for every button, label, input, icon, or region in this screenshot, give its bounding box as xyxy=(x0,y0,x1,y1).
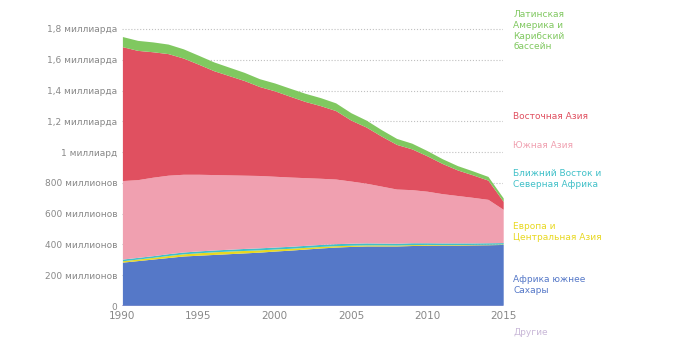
Text: Латинская
Америка и
Карибский
бассейн: Латинская Америка и Карибский бассейн xyxy=(513,10,564,51)
Text: Южная Азия: Южная Азия xyxy=(513,141,573,150)
Text: Африка южнее
Сахары: Африка южнее Сахары xyxy=(513,275,585,295)
Text: Ближний Восток и
Северная Африка: Ближний Восток и Северная Африка xyxy=(513,169,602,189)
Text: Другие: Другие xyxy=(513,328,548,337)
Text: Европа и
Центральная Азия: Европа и Центральная Азия xyxy=(513,222,602,242)
Text: Восточная Азия: Восточная Азия xyxy=(513,112,588,121)
